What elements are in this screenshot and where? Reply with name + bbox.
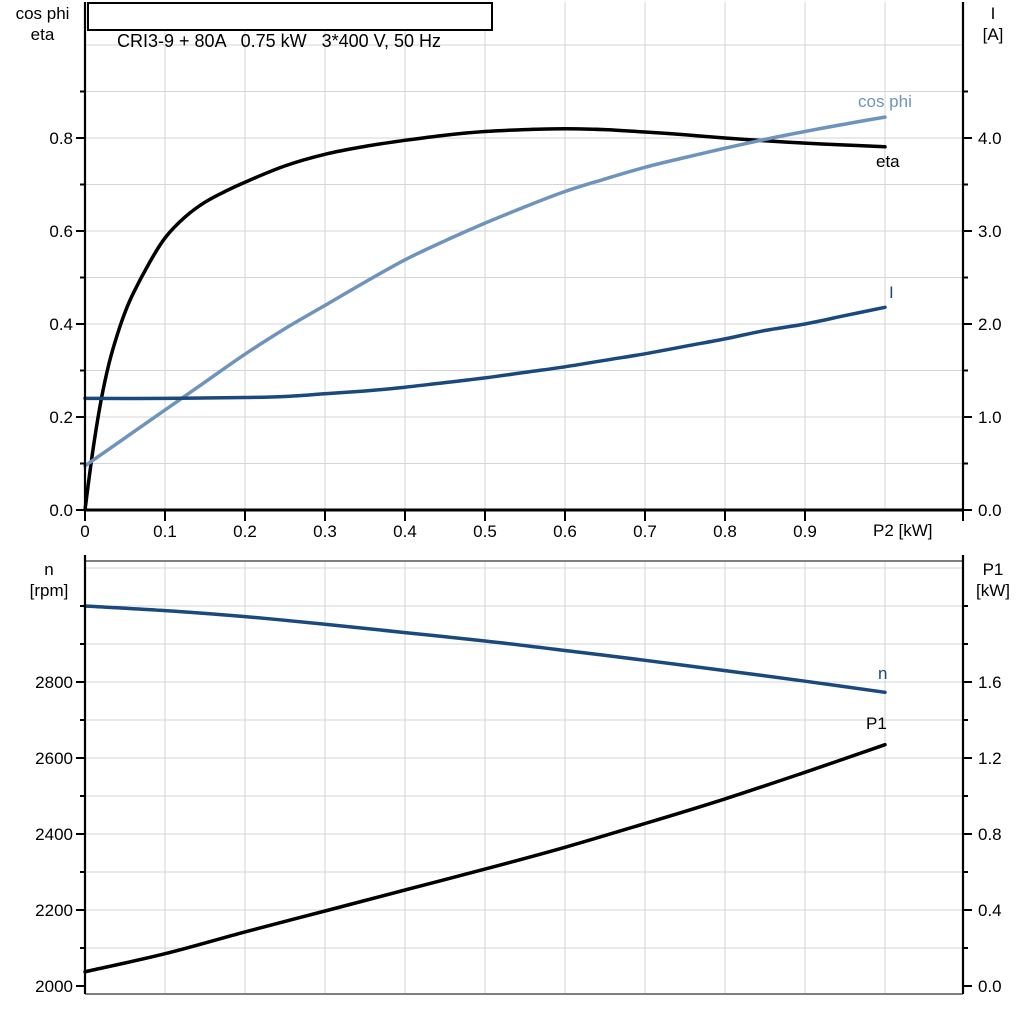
current-axis-label: I: [990, 4, 996, 23]
speed-axis-label: n: [44, 560, 54, 579]
x-tick-label: 0.3: [313, 522, 337, 541]
x-axis-unit-label: P2 [kW]: [873, 521, 933, 540]
chart-title-box: CRI3-9 + 80A 0.75 kW 3*400 V, 50 Hz: [87, 2, 493, 51]
curve-n: [83, 604, 887, 695]
x-tick-label: 0.4: [393, 522, 417, 541]
p1-axis-label: P1: [982, 560, 1004, 579]
x-tick-label: 0.6: [553, 522, 577, 541]
top-right-axis-title: I [A]: [962, 3, 1024, 45]
right-tick-label: 1.6: [978, 673, 1002, 692]
curve-P1: [83, 742, 887, 974]
eta-axis-label: eta: [30, 25, 55, 44]
current-curve-label: I: [889, 283, 894, 302]
left-tick-label: 0.6: [49, 222, 73, 241]
p1-curve-label: P1: [866, 714, 887, 733]
left-tick-label: 2800: [35, 673, 73, 692]
rpm-unit-label: [rpm]: [29, 581, 69, 600]
x-tick-label: 0.7: [633, 522, 657, 541]
x-tick-label: 0: [80, 522, 89, 541]
right-tick-label: 0.0: [978, 977, 1002, 996]
right-tick-label: 0.8: [978, 825, 1002, 844]
ampere-unit-label: [A]: [982, 25, 1004, 44]
chart-title: CRI3-9 + 80A 0.75 kW 3*400 V, 50 Hz: [117, 31, 442, 51]
right-tick-label: 3.0: [978, 222, 1002, 241]
left-tick-label: 2000: [35, 977, 73, 996]
left-tick-label: 0.8: [49, 129, 73, 148]
right-tick-label: 2.0: [978, 315, 1002, 334]
left-tick-label: 0.0: [49, 501, 73, 520]
bottom-left-axis-title: n [rpm]: [8, 559, 90, 601]
x-tick-label: 0.8: [713, 522, 737, 541]
left-tick-label: 2600: [35, 749, 73, 768]
bottom-right-axis-title: P1 [kW]: [962, 559, 1024, 601]
x-tick-label: 0.5: [473, 522, 497, 541]
right-tick-label: 4.0: [978, 129, 1002, 148]
right-tick-label: 0.0: [978, 501, 1002, 520]
top-left-axis-title: cos phi eta: [0, 3, 85, 45]
right-tick-label: 1.2: [978, 749, 1002, 768]
kw-unit-label: [kW]: [976, 581, 1010, 600]
x-tick-label: 0.1: [153, 522, 177, 541]
speed-curve-label: n: [878, 664, 888, 683]
eta-curve-label: eta: [876, 152, 900, 171]
x-tick-label: 0.9: [793, 522, 817, 541]
left-tick-label: 0.4: [49, 315, 73, 334]
curve-eta: [83, 126, 887, 512]
left-tick-label: 2400: [35, 825, 73, 844]
cos-phi-axis-label: cos phi: [15, 4, 70, 23]
x-tick-label: 0.2: [233, 522, 257, 541]
left-tick-label: 2200: [35, 901, 73, 920]
cos-phi-curve-label: cos phi: [858, 92, 912, 111]
left-tick-label: 0.2: [49, 408, 73, 427]
right-tick-label: 0.4: [978, 901, 1002, 920]
right-tick-label: 1.0: [978, 408, 1002, 427]
curve-cos-phi: [83, 115, 887, 468]
curve-I: [83, 305, 887, 401]
